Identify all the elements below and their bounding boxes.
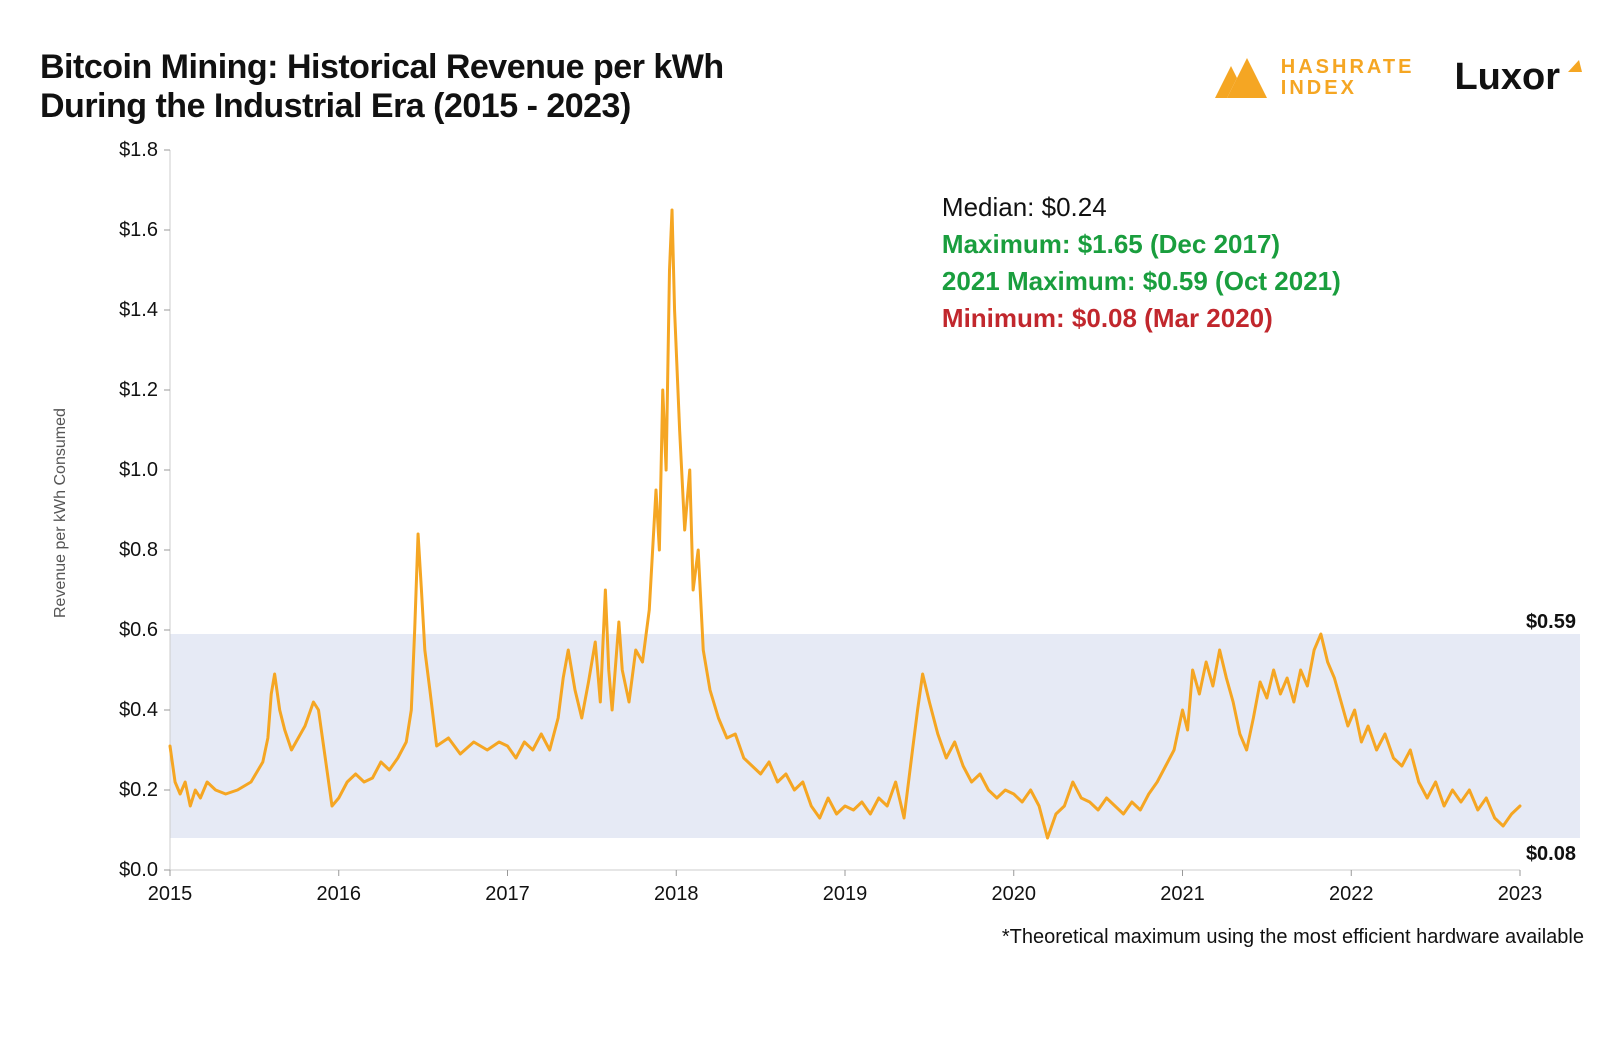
svg-text:$0.08: $0.08 — [1526, 843, 1576, 865]
svg-text:$1.2: $1.2 — [119, 379, 158, 401]
svg-text:$0.6: $0.6 — [119, 619, 158, 641]
svg-text:$0.4: $0.4 — [119, 699, 158, 721]
svg-text:2016: 2016 — [317, 883, 362, 905]
luxor-accent-icon — [1566, 56, 1584, 74]
hashrate-index-logo: HASHRATE INDEX — [1215, 57, 1415, 99]
hashrate-index-icon — [1215, 58, 1267, 98]
revenue-chart: $0.0 $0.2 $0.4 $0.6 $0.8 $1.0 $1.2 $1.4 $1.6 $1.8… — [100, 140, 1580, 920]
svg-text:2023: 2023 — [1498, 883, 1543, 905]
svg-text:2019: 2019 — [823, 883, 868, 905]
svg-text:2022: 2022 — [1329, 883, 1374, 905]
chart-title-line1: Bitcoin Mining: Historical Revenue per k… — [40, 48, 724, 87]
svg-text:$1.0: $1.0 — [119, 459, 158, 481]
svg-text:2017: 2017 — [485, 883, 530, 905]
svg-text:2021: 2021 — [1160, 883, 1205, 905]
svg-text:$0.8: $0.8 — [119, 539, 158, 561]
y-axis-label: Revenue per kWh Consumed — [52, 408, 70, 618]
footnote: *Theoretical maximum using the most effi… — [1002, 926, 1584, 949]
svg-text:$0.59: $0.59 — [1526, 611, 1576, 633]
luxor-logo: Luxor — [1454, 56, 1584, 99]
logo-group: HASHRATE INDEX Luxor — [1215, 48, 1584, 99]
svg-text:2020: 2020 — [992, 883, 1037, 905]
hashrate-logo-line1: HASHRATE — [1281, 57, 1415, 78]
svg-text:2018: 2018 — [654, 883, 699, 905]
chart-title-line2: During the Industrial Era (2015 - 2023) — [40, 87, 724, 126]
svg-text:$1.8: $1.8 — [119, 140, 158, 161]
svg-text:$0.2: $0.2 — [119, 779, 158, 801]
chart-title: Bitcoin Mining: Historical Revenue per k… — [40, 48, 724, 126]
chart-canvas: $0.0 $0.2 $0.4 $0.6 $0.8 $1.0 $1.2 $1.4 $1.6 $1.8… — [100, 140, 1580, 920]
svg-text:2015: 2015 — [148, 883, 193, 905]
svg-text:$0.0: $0.0 — [119, 859, 158, 881]
hashrate-logo-line2: INDEX — [1281, 78, 1415, 99]
svg-text:$1.4: $1.4 — [119, 299, 158, 321]
luxor-logo-text: Luxor — [1454, 56, 1560, 99]
svg-text:$1.6: $1.6 — [119, 219, 158, 241]
